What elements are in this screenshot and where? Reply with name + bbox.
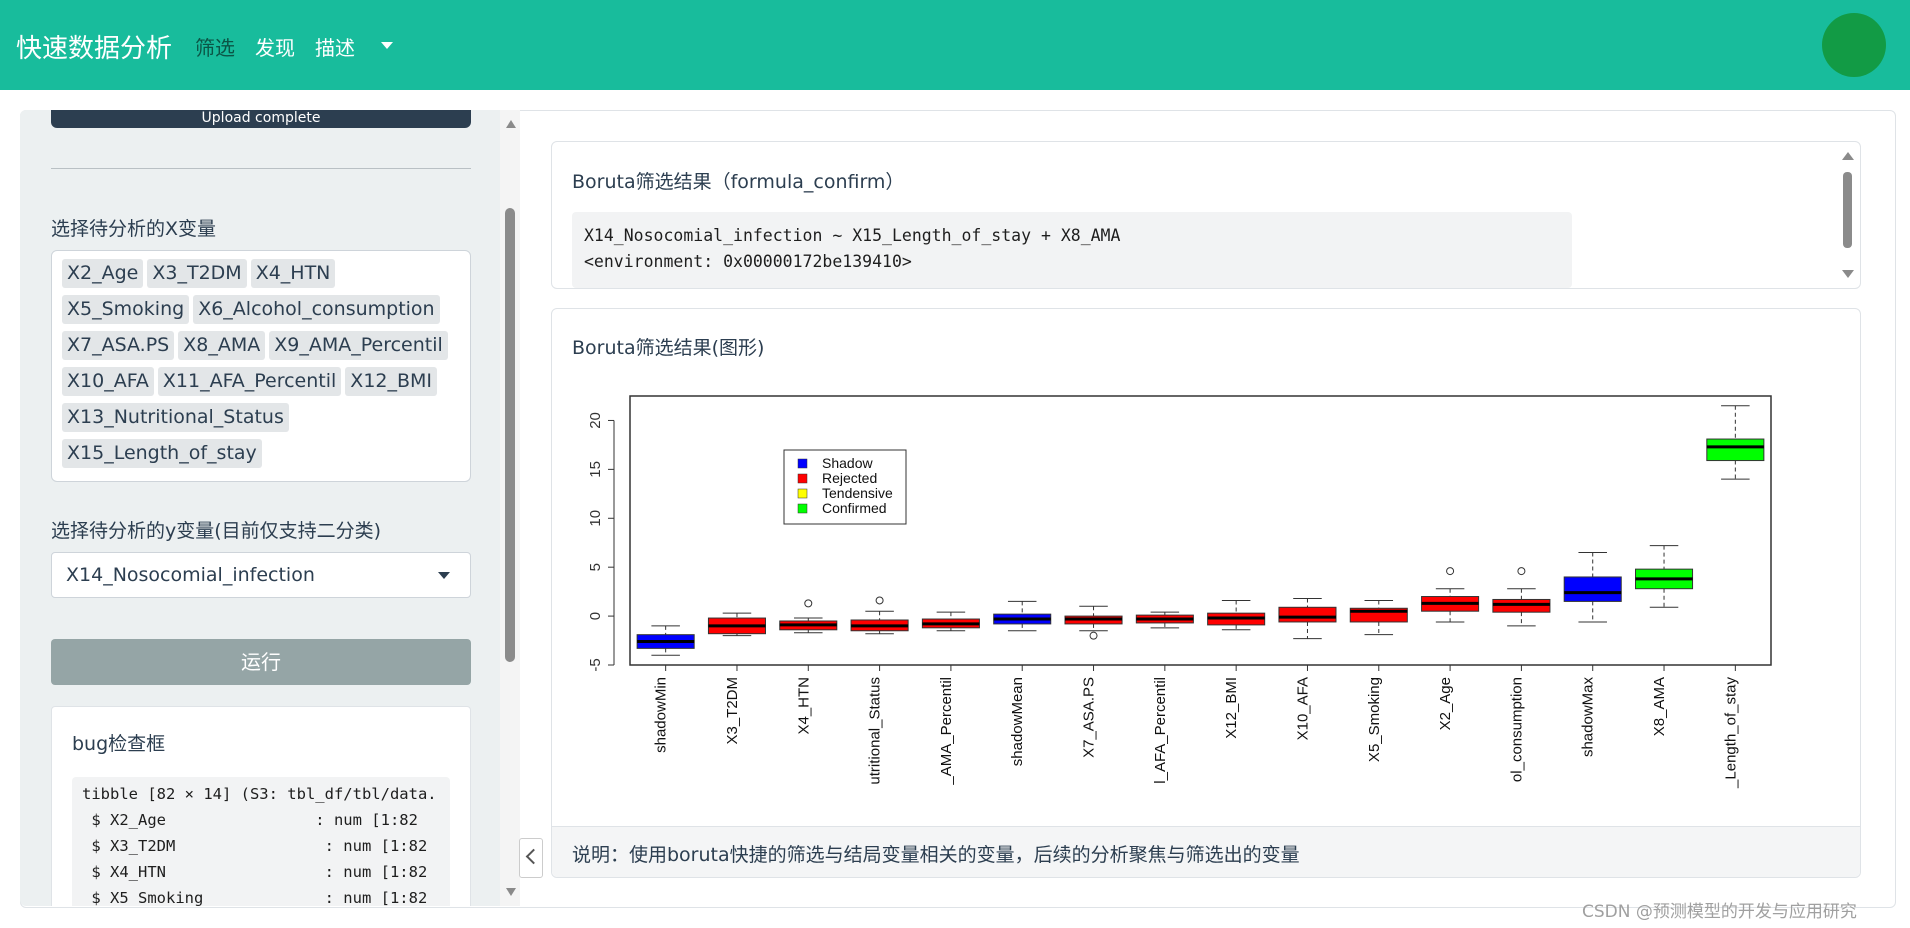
x-tick-label: X7_ASA.PS [1081,677,1098,758]
x-variable-multiselect[interactable]: X2_Age X3_T2DM X4_HTN X5_Smoking X6_Alcohol_… [51,250,471,482]
x-tick-label: _AMA_Percentil [938,677,955,786]
x-tick-label: shadowMax [1580,677,1597,758]
x-tick-label: shadowMin [653,677,670,753]
x-variable-chip[interactable]: X9_AMA_Percentil [269,331,448,360]
chevron-left-icon [525,848,542,865]
watermark: CSDN @预测模型的开发与应用研究 [1582,902,1857,922]
scroll-up-arrow-icon[interactable] [506,120,516,128]
formula-code-line: <environment: 0x00000172be139410> [584,252,912,271]
plot-frame [629,395,1772,666]
x-variable-chip[interactable]: X12_BMI [345,367,438,396]
formula-output[interactable]: X14_Nosocomial_infection ~ X15_Length_of… [572,212,1572,288]
legend-label: Shadow [822,455,873,471]
plot-card-title: Boruta筛选结果(图形) [572,337,765,359]
outlier-point [1517,567,1526,576]
y-tick-label: 15 [587,461,604,478]
legend-swatch [797,458,808,469]
scrollbar-thumb[interactable] [1843,172,1852,248]
legend-swatch [797,488,808,499]
bug-output-line: $ X4_HTN : num [1:82 [82,863,428,881]
collapse-sidebar-button[interactable] [519,838,543,878]
x-tick-label: X3_T2DM [724,677,741,745]
x-tick-label: utritional_Status [867,677,884,785]
legend-swatch [797,473,808,484]
boruta-boxplot-chart: -5 0 5 10 15 20 shadowMin X3_T2DM X4_HTN utrition… [587,395,1772,789]
nav-item-discover[interactable]: 发现 [255,36,295,60]
box-X10_AFA [1278,606,1337,623]
chevron-down-icon[interactable] [438,572,450,579]
legend-label: Tendensive [822,485,893,501]
y-tick-label: 20 [587,412,604,429]
y-tick-label: 10 [587,510,604,527]
scrollbar-thumb[interactable] [505,208,515,662]
y-tick-label: -5 [587,658,604,671]
user-avatar[interactable] [1822,13,1886,77]
top-navbar: 快速数据分析 筛选 发现 描述 [0,0,1910,90]
nav-item-filter[interactable]: 筛选 [195,36,235,60]
x-tick-label: X12_BMI [1223,677,1240,739]
y-tick-label: 5 [587,563,604,571]
bug-check-card: bug检查框 tibble [82 × 14] (S3: tbl_df/tbl/… [51,706,471,906]
x-tick-label: X4_HTN [795,677,812,735]
plot-card: Boruta筛选结果(图形) -5 0 5 10 15 20 shadowMin X3_T2D… [551,308,1861,878]
scroll-down-arrow-icon[interactable] [506,888,516,896]
x-tick-label: _Length_of_stay [1722,677,1739,789]
nav-item-describe[interactable]: 描述 [315,36,355,60]
upload-progress-bar: Upload complete [51,110,471,128]
legend-label: Confirmed [822,500,887,516]
run-button[interactable]: 运行 [51,639,471,685]
x-variable-label: 选择待分析的X变量 [51,218,217,240]
x-tick-label: X8_AMA [1651,677,1668,736]
app-brand[interactable]: 快速数据分析 [16,34,173,64]
plot-description: 说明：使用boruta快捷的筛选与结局变量相关的变量，后续的分析聚焦与筛选出的变… [572,844,1300,866]
sidebar-panel: Upload complete 选择待分析的X变量 X2_Age X3_T2DM X… [20,110,501,906]
outlier-point [875,596,884,605]
y-variable-select[interactable]: X14_Nosocomial_infection [51,552,471,598]
y-variable-selected-value: X14_Nosocomial_infection [66,564,315,586]
x-variable-chip[interactable]: X10_AFA [62,367,154,396]
x-variable-chip[interactable]: X2_Age [62,259,144,288]
y-tick-label: 0 [587,612,604,620]
x-tick-label: X5_Smoking [1366,677,1383,762]
formula-card-scrollbar[interactable] [1840,142,1856,286]
scroll-down-arrow-icon[interactable] [1842,270,1854,278]
x-tick-label: shadowMean [1009,677,1026,766]
x-tick-label: X10_AFA [1294,677,1311,740]
x-variable-chip[interactable]: X3_T2DM [147,259,247,288]
bug-output-line: $ X3_T2DM : num [1:82 [82,837,428,855]
bug-output-line: $ X5_Smoking : num [1:82 [82,889,428,906]
x-tick-label: ol_consumption [1508,677,1525,782]
formula-card-title: Boruta筛选结果（formula_confirm） [572,171,905,193]
formula-code-line: X14_Nosocomial_infection ~ X15_Length_of… [584,226,1121,245]
x-tick-label: X2_Age [1437,677,1454,730]
bug-output-line: tibble [82 × 14] (S3: tbl_df/tbl/data. [82,785,437,803]
bug-check-title: bug检查框 [72,733,166,755]
x-variable-chip[interactable]: X5_Smoking [62,295,190,324]
x-variable-chip[interactable]: X7_ASA.PS [62,331,175,360]
box-_Length_of_stay [1706,438,1765,462]
sidebar-divider [51,168,471,169]
legend-label: Rejected [822,470,877,486]
x-variable-chip[interactable]: X13_Nutritional_Status [62,403,289,432]
outlier-point [1089,631,1098,640]
scroll-up-arrow-icon[interactable] [1842,152,1854,160]
x-variable-chip[interactable]: X8_AMA [178,331,266,360]
nav-dropdown-caret-icon[interactable] [381,42,393,49]
bug-output-line: $ X2_Age : num [1:82 [82,811,418,829]
x-variable-chip[interactable]: X4_HTN [250,259,336,288]
formula-card: Boruta筛选结果（formula_confirm） X14_Nosocomi… [551,141,1861,289]
x-variable-chip[interactable]: X15_Length_of_stay [62,439,262,468]
outlier-point [1446,567,1455,576]
box-shadowMax [1563,576,1622,602]
bug-check-output[interactable]: tibble [82 × 14] (S3: tbl_df/tbl/data. $… [72,777,450,906]
x-variable-chip[interactable]: X6_Alcohol_consumption [193,295,440,324]
sidebar-scrollbar[interactable] [500,110,520,906]
y-variable-label: 选择待分析的y变量(目前仅支持二分类) [51,520,382,542]
x-variable-chip[interactable]: X11_AFA_Percentil [157,367,342,396]
plot-card-footer: 说明：使用boruta快捷的筛选与结局变量相关的变量，后续的分析聚焦与筛选出的变… [552,826,1860,877]
outlier-point [804,599,813,608]
x-tick-label: l_AFA_Percentil [1152,677,1169,784]
x-variable-chips: X2_Age X3_T2DM X4_HTN X5_Smoking X6_Alcohol_… [62,259,462,475]
legend-swatch [797,503,808,514]
